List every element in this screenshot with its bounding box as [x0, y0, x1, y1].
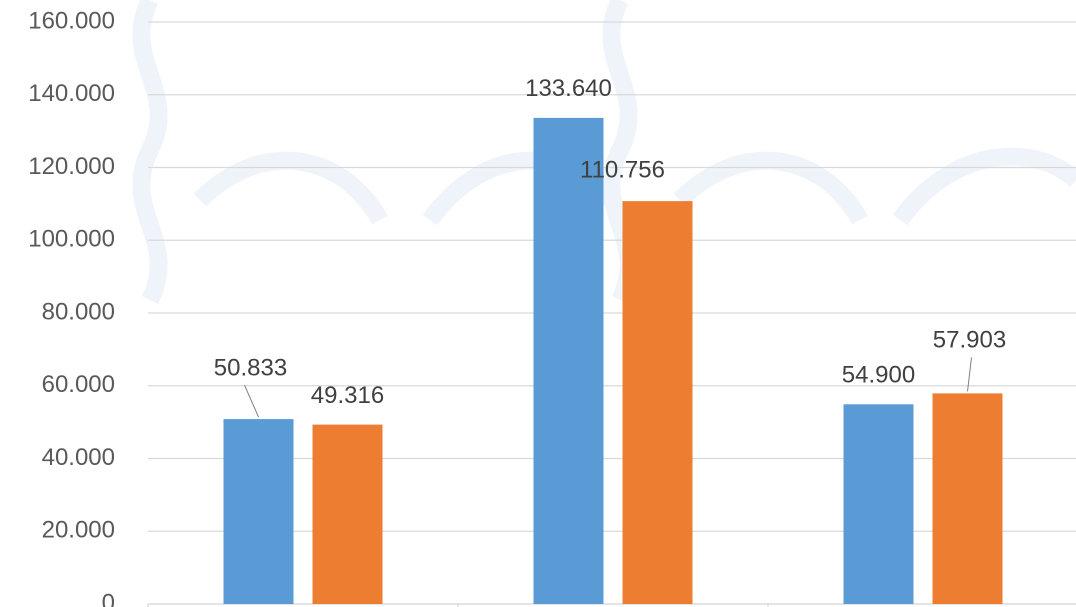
- watermark: [141, 0, 1076, 300]
- bar: [534, 118, 604, 604]
- bar: [844, 404, 914, 604]
- page: {"chart_data": {"type": "bar", "categori…: [0, 0, 1076, 607]
- data-label: 110.756: [580, 156, 665, 183]
- y-tick-label: 20.000: [42, 517, 115, 544]
- y-tick-label: 160.000: [28, 7, 115, 34]
- y-tick-label: 60.000: [42, 371, 115, 398]
- y-tick-label: 40.000: [42, 444, 115, 471]
- data-label: 49.316: [311, 382, 384, 409]
- data-label: 50.833: [214, 354, 287, 381]
- y-tick-label: 120.000: [28, 153, 115, 180]
- data-label: 57.903: [933, 327, 1006, 354]
- y-tick-label: 100.000: [28, 226, 115, 253]
- bar: [313, 425, 383, 604]
- y-tick-label: 140.000: [28, 80, 115, 107]
- data-label: 133.640: [525, 75, 612, 102]
- bar: [933, 393, 1003, 604]
- data-label: 54.900: [842, 362, 915, 389]
- y-tick-label: 0: [102, 589, 115, 607]
- leader-line: [245, 385, 259, 417]
- y-tick-label: 80.000: [42, 298, 115, 325]
- chart: 0 20.000 40.000 60.000 80.000 100.000 120.000 1…: [0, 0, 1076, 607]
- bar: [623, 201, 693, 604]
- bar: [224, 419, 294, 604]
